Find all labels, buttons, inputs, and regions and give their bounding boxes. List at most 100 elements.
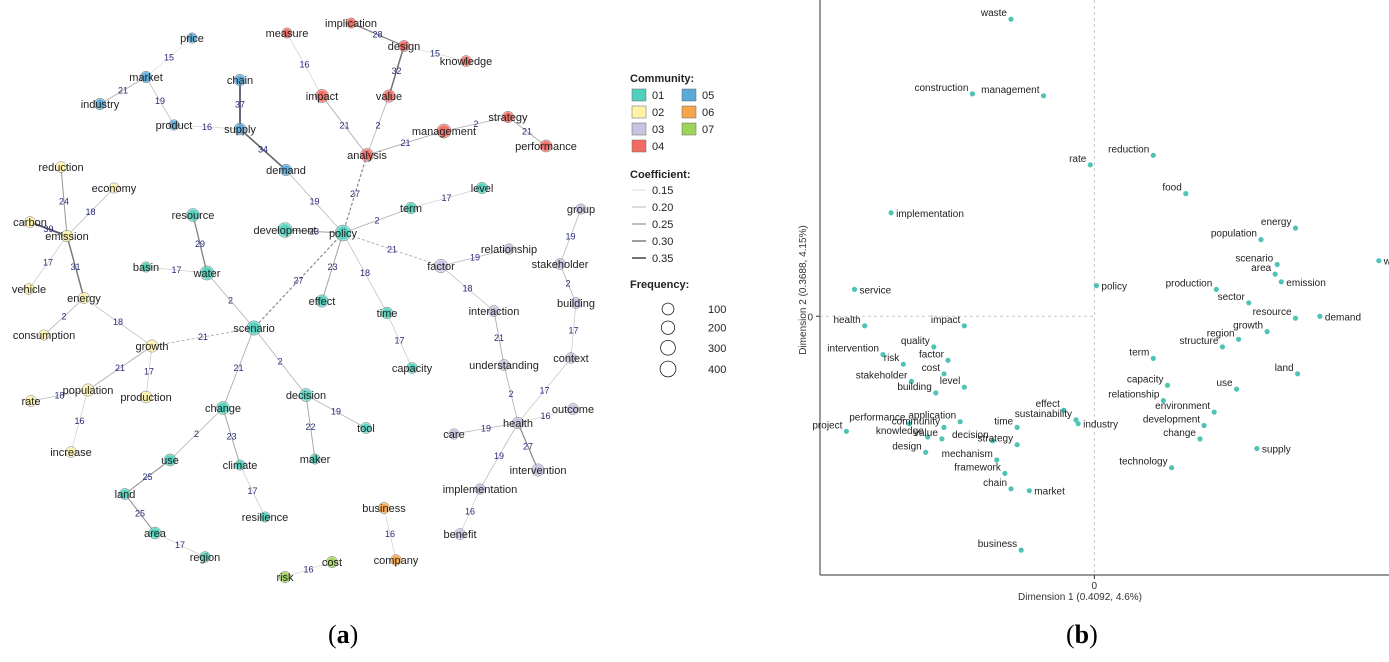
node-label: measure xyxy=(266,28,309,40)
node-core xyxy=(26,396,36,406)
edge-weight-label: 15 xyxy=(164,53,174,63)
network-edge xyxy=(459,488,481,535)
network-node: maker xyxy=(300,453,331,466)
node-core xyxy=(361,149,373,161)
scatter-point-label: business xyxy=(978,539,1017,550)
legend-community-label: 02 xyxy=(652,107,664,119)
legend-community-swatch xyxy=(681,105,697,119)
node-core xyxy=(62,231,72,241)
scatter-point xyxy=(1014,424,1020,430)
axis-ticks: 00 xyxy=(807,312,1097,592)
scatter-point-label: population xyxy=(1211,229,1257,240)
node-label: group xyxy=(567,204,595,216)
network-edge xyxy=(145,266,208,274)
node-label: use xyxy=(161,455,179,467)
node-core xyxy=(165,455,175,465)
node-core xyxy=(327,557,337,567)
scatter-point xyxy=(1197,436,1203,442)
scatter-point-label: water xyxy=(1383,257,1389,268)
network-edge xyxy=(285,169,344,234)
scatter-point xyxy=(1150,355,1156,361)
edge-weight-label: 21 xyxy=(400,138,410,148)
network-node: risk xyxy=(276,571,294,584)
network-edge xyxy=(192,214,208,274)
node-label: area xyxy=(144,528,167,540)
node-core xyxy=(79,293,89,303)
legend-frequency-label: 300 xyxy=(708,343,726,355)
network-node: vehicle xyxy=(12,283,46,296)
network-edge xyxy=(239,128,287,171)
scatter-point xyxy=(1040,93,1047,99)
legend-community-label: 05 xyxy=(702,90,714,102)
scatter-point xyxy=(1093,283,1099,289)
network-node: reduction xyxy=(38,161,84,174)
network-node: design xyxy=(388,40,420,53)
edge-weight-label: 23 xyxy=(226,432,236,442)
edge-weight-label: 17 xyxy=(441,193,451,203)
scatter-point xyxy=(1008,16,1014,22)
network-node: resilience xyxy=(242,511,288,524)
edge-weight-label: 21 xyxy=(494,333,504,343)
network-node: increase xyxy=(50,446,92,459)
legend-community-swatch xyxy=(631,139,647,153)
node-label: knowledge xyxy=(440,56,493,68)
x-tick-label: 0 xyxy=(1092,581,1098,592)
scatter-point xyxy=(941,371,947,377)
node-core xyxy=(150,528,160,538)
scatter-point-label: relationship xyxy=(1108,390,1160,401)
network-node: value xyxy=(376,89,402,103)
node-core xyxy=(235,75,245,85)
network-node: implication xyxy=(325,17,377,30)
scatter-point xyxy=(1073,417,1079,423)
network-edge xyxy=(253,327,307,396)
network-edge xyxy=(366,130,445,156)
edge-weight-label: 19 xyxy=(155,96,165,106)
node-core xyxy=(499,360,509,370)
network-node: impact xyxy=(306,89,338,103)
scatter-point xyxy=(1254,445,1260,452)
node-core xyxy=(379,503,389,513)
legend-community-label: 01 xyxy=(652,90,664,102)
edge-weight-label: 18 xyxy=(54,391,64,401)
network-node: basin xyxy=(133,261,159,274)
scatter-point xyxy=(1292,225,1299,231)
node-core xyxy=(503,112,513,122)
network-node: population xyxy=(63,383,113,397)
node-label: vehicle xyxy=(12,284,46,296)
edge-weight-label: 17 xyxy=(144,367,154,377)
x-axis-label: Dimension 1 (0.4092, 4.6%) xyxy=(1018,592,1142,603)
scatter-point xyxy=(1164,382,1171,388)
edge-weight-label: 17 xyxy=(175,540,185,550)
node-label: effect xyxy=(309,296,336,308)
scatter-point-label: production xyxy=(1166,278,1213,289)
edge-weight-label: 16 xyxy=(74,416,84,426)
node-label: business xyxy=(362,503,406,515)
node-label: capacity xyxy=(392,363,433,375)
legend-frequency-label: 400 xyxy=(708,364,726,376)
caption-a: (a) xyxy=(328,620,358,649)
edge-weight-label: 21 xyxy=(339,121,349,131)
legend-community-swatch xyxy=(681,88,697,102)
edge-weight-label: 31 xyxy=(70,262,80,272)
network-node: scenario xyxy=(233,320,275,336)
node-label: care xyxy=(443,429,464,441)
network-edge xyxy=(28,235,68,290)
scatter-point-label: growth xyxy=(1233,321,1263,332)
network-edge xyxy=(517,408,574,424)
scatter-point xyxy=(1292,315,1299,321)
network-edge xyxy=(66,235,85,299)
network-node: supply xyxy=(224,122,256,136)
network-edge xyxy=(29,221,68,237)
scatter-point-label: supply xyxy=(1262,445,1291,456)
legend-frequency-label: 200 xyxy=(708,323,726,335)
network-edge xyxy=(559,208,582,265)
scatter-point xyxy=(957,419,963,425)
node-core xyxy=(489,306,499,316)
network-node: growth xyxy=(135,339,169,353)
legend-community-label: 04 xyxy=(652,141,664,153)
network-edge xyxy=(503,364,519,424)
node-core xyxy=(200,552,210,562)
edge-weight-label: 19 xyxy=(331,407,341,417)
node-core xyxy=(301,390,311,400)
